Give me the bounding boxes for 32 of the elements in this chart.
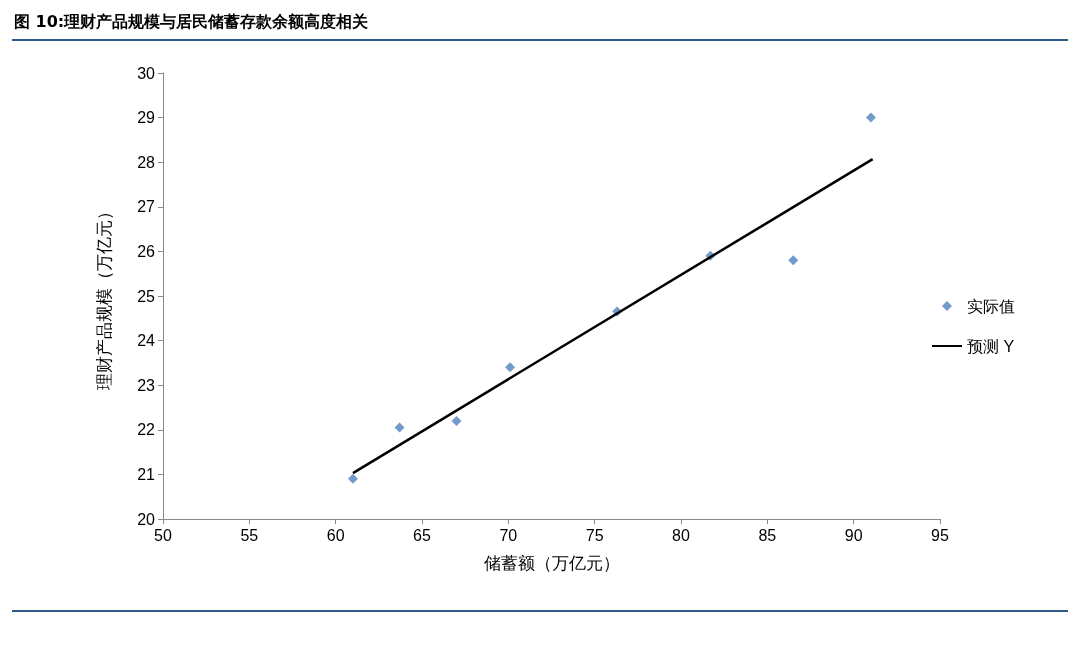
y-axis-title: 理财产品规模（万亿元） (95, 202, 114, 390)
y-tick-label: 29 (137, 109, 156, 127)
legend-label: 预测 Y (967, 337, 1015, 355)
x-tick-label: 50 (154, 526, 172, 544)
x-tick-label: 95 (931, 526, 949, 544)
point (505, 362, 516, 373)
y-tick-label: 21 (137, 465, 156, 483)
legend-label: 实际值 (967, 297, 1015, 315)
x-tick-label: 65 (413, 526, 431, 544)
x-tick-label: 85 (758, 526, 777, 544)
x-axis-title: 储蓄额（万亿元） (483, 554, 620, 573)
point (347, 473, 358, 484)
chart-title: 图 10:理财产品规模与居民储蓄存款余额高度相关 (14, 12, 369, 33)
y-tick-label: 23 (137, 376, 156, 394)
y-tick-label: 30 (137, 64, 156, 82)
y-tick-label: 20 (137, 510, 156, 528)
point (394, 422, 405, 433)
x-tick-label: 80 (672, 526, 690, 544)
y-tick-label: 28 (137, 153, 156, 171)
point (788, 255, 799, 266)
x-tick-label: 55 (240, 526, 259, 544)
x-tick-label: 60 (326, 526, 345, 544)
point (865, 112, 876, 123)
y-tick-label: 22 (137, 421, 156, 439)
y-tick-label: 24 (137, 332, 156, 350)
x-tick-label: 75 (585, 526, 604, 544)
y-tick-label: 26 (137, 242, 156, 260)
y-tick-label: 25 (137, 287, 156, 305)
y-tick-label: 27 (137, 198, 156, 216)
x-tick-label: 70 (499, 526, 518, 544)
x-tick-label: 90 (844, 526, 863, 544)
point (451, 415, 462, 426)
